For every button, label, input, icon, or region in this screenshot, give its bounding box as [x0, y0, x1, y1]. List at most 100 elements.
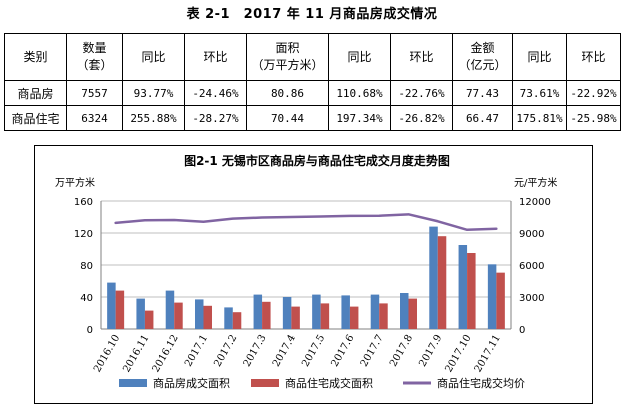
x-tick-label: 2016.11 — [121, 333, 151, 374]
bar — [312, 294, 321, 329]
series-line — [114, 213, 498, 232]
bar — [203, 305, 212, 329]
table-header-row: 类别 数量 （套） 同比 环比 面积 （万平方米） 同比 环比 金额 （亿元） 同比 环比 — [4, 33, 621, 81]
table-header-cell: 金额 （亿元） — [452, 33, 513, 81]
bar — [379, 303, 388, 329]
table-header-cell: 面积 （万平方米） — [246, 33, 329, 81]
table-header-text: 类别 — [23, 49, 48, 64]
y-tick-label: 40 — [80, 293, 93, 304]
table-header-text: 同比 — [347, 49, 372, 64]
x-tick-label: 2016.10 — [92, 333, 122, 374]
bar — [349, 306, 359, 329]
bar — [458, 245, 468, 329]
bar — [487, 264, 497, 329]
chart-title: 图2-1 无锡市区商品房与商品住宅成交月度走势图 — [184, 153, 450, 168]
x-tick-label: 2017.3 — [242, 333, 269, 369]
legend-entry: 商品住宅成交面积 — [285, 376, 373, 390]
table-header-cell: 环比 — [184, 33, 247, 81]
chart-frame: 图2-1 无锡市区商品房与商品住宅成交月度走势图 万平方米 元/平方米 0 40 80 12… — [34, 145, 593, 404]
x-tick-label: 2017.2 — [212, 333, 239, 369]
legend-entry: 商品房成交面积 — [153, 376, 230, 390]
table-header-text: 同比 — [141, 49, 166, 64]
table-cell: 73.61% — [512, 80, 567, 106]
table-header-text: 环比 — [409, 49, 434, 64]
x-tick-label: 2017.4 — [271, 333, 298, 369]
bar — [165, 290, 175, 329]
legend-swatch — [251, 379, 279, 387]
table-header-text: 金额 — [470, 41, 495, 55]
x-tick-label: 2017.10 — [443, 333, 473, 374]
bar — [107, 282, 116, 329]
bar — [253, 294, 263, 329]
table-header-cell: 同比 — [512, 33, 567, 81]
x-tick-label: 2017.11 — [473, 333, 503, 374]
bar — [320, 303, 330, 329]
x-tick-label: 2017.1 — [183, 333, 210, 369]
table-header-cell: 数量 （套） — [66, 33, 123, 81]
table-title: 表 2-1 2017 年 11 月商品房成交情况 — [186, 7, 438, 22]
y-axis-label-right: 元/平方米 — [514, 176, 557, 189]
table-row-label: 商品房 — [4, 80, 67, 106]
table-cell: -28.27% — [184, 105, 247, 131]
y-right-tick-label: 0 — [519, 325, 525, 336]
legend-entry: 商品住宅成交均价 — [437, 376, 525, 390]
bar — [174, 302, 183, 329]
x-tick-label: 2017.8 — [388, 333, 415, 369]
x-tick-label: 2017.6 — [330, 333, 357, 369]
table-header-text: 环比 — [581, 49, 606, 64]
table-cell: 6324 — [66, 105, 123, 131]
table-cell: 66.47 — [452, 105, 513, 131]
table-header-text: （套） — [76, 58, 113, 72]
table-cell: -24.46% — [184, 80, 247, 106]
table-header-text: 环比 — [203, 49, 228, 64]
x-tick-label: 2017.7 — [359, 333, 386, 369]
y-right-tick-label: 6000 — [519, 261, 544, 272]
bar — [144, 310, 154, 329]
bar — [195, 299, 204, 329]
bar — [224, 307, 233, 329]
table-cell: -22.76% — [390, 80, 453, 106]
bar — [429, 226, 438, 329]
bar — [408, 298, 417, 329]
y-tick-label: 80 — [80, 261, 93, 272]
table-row-label: 商品住宅 — [4, 105, 67, 131]
table-header-text: 同比 — [527, 49, 552, 64]
table-row: 商品住宅 6324 255.88% -28.27% 70.44 197.34% -26.82… — [4, 105, 621, 131]
bar — [496, 272, 505, 329]
bar — [232, 312, 242, 329]
y-right-tick-label: 3000 — [519, 293, 544, 304]
table-cell: -26.82% — [390, 105, 453, 131]
table-header-text: 面积 — [275, 41, 300, 55]
table-header-cell: 环比 — [390, 33, 453, 81]
x-tick-label: 2017.5 — [300, 333, 327, 369]
bar — [341, 295, 350, 329]
y-axis-label: 万平方米 — [55, 176, 95, 189]
table-cell: 255.88% — [122, 105, 185, 131]
table-cell: 77.43 — [452, 80, 513, 106]
bar — [136, 298, 145, 329]
table-cell: 197.34% — [328, 105, 391, 131]
table-cell: -22.92% — [566, 80, 621, 106]
bar — [370, 294, 380, 329]
table-cell: -25.98% — [566, 105, 621, 131]
table-header-cell: 同比 — [328, 33, 391, 81]
legend-swatch — [119, 379, 147, 387]
table-header-cell: 类别 — [4, 33, 67, 81]
table-cell: 93.77% — [122, 80, 185, 106]
table-header-text: 数量 — [82, 41, 107, 55]
table-header-cell: 同比 — [122, 33, 185, 81]
table-header-text: （亿元） — [458, 58, 507, 72]
table-cell: 175.81% — [512, 105, 567, 131]
bar — [282, 297, 292, 329]
bar — [400, 293, 409, 329]
bar — [291, 306, 300, 329]
x-tick-label: 2016.12 — [151, 333, 181, 374]
table-cell: 7557 — [66, 80, 123, 106]
bar — [467, 253, 476, 329]
bar — [115, 290, 125, 329]
table-header-text: （万平方米） — [251, 58, 324, 72]
y-tick-label: 0 — [87, 325, 93, 336]
table-header-cell: 环比 — [566, 33, 621, 81]
stats-table: 类别 数量 （套） 同比 环比 面积 （万平方米） 同比 环比 金额 （亿元） 同比 环比商品房 7557… — [4, 33, 621, 131]
